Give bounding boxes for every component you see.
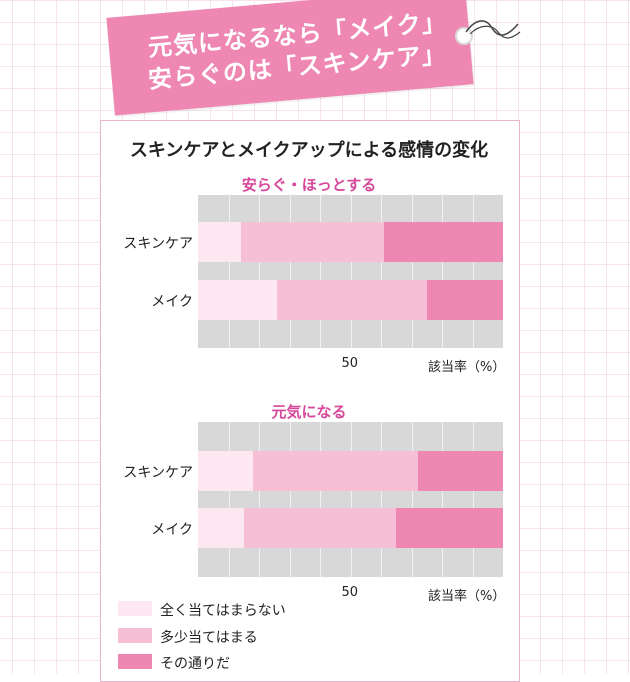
grid-line: [289, 195, 291, 348]
x-tick-label: 50: [341, 585, 359, 600]
legend-label-exactly: その通りだ: [160, 656, 230, 672]
tag-hole-icon: [455, 27, 473, 45]
legend-label-not-at-all: 全く当てはまらない: [160, 603, 286, 619]
grid-line: [259, 195, 260, 348]
bar-segment: [198, 280, 278, 320]
bar-segment: [198, 451, 253, 491]
bar-segment: [198, 222, 241, 262]
bar-segment: [252, 451, 418, 491]
grid-line: [411, 195, 413, 348]
bar-segment: [417, 451, 503, 491]
grid-line: [442, 195, 443, 348]
chart-title: スキンケアとメイクアップによる感情の変化: [129, 140, 489, 161]
category-label: スキンケア: [123, 465, 193, 481]
x-axis-label: 該当率（%）: [428, 360, 506, 375]
bar-segment: [277, 280, 427, 320]
grid-line: [472, 195, 474, 348]
category-label: メイク: [151, 294, 193, 310]
section-title: 元気になる: [271, 403, 347, 421]
grid-line: [442, 422, 443, 577]
tag-string-icon: [465, 20, 521, 39]
grid-line: [472, 422, 474, 577]
legend-swatch-somewhat: [118, 628, 152, 643]
grid-line: [228, 422, 230, 577]
bar-segment: [396, 508, 503, 548]
section-title: 安らぐ・ほっとする: [241, 176, 377, 194]
bar-segment: [384, 222, 503, 262]
legend-label-somewhat: 多少当てはまる: [160, 630, 258, 646]
grid-line: [381, 195, 382, 348]
grid-line: [228, 195, 230, 348]
grid-line: [350, 422, 352, 577]
legend-swatch-not-at-all: [118, 601, 152, 616]
bar-segment: [198, 508, 244, 548]
grid-line: [320, 195, 321, 348]
bar-segment: [243, 508, 397, 548]
grid-line: [381, 422, 382, 577]
grid-line: [320, 422, 321, 577]
category-label: スキンケア: [123, 236, 193, 252]
grid-line: [411, 422, 413, 577]
legend-swatch-exactly: [118, 654, 152, 669]
grid-line: [350, 195, 352, 348]
x-tick-label: 50: [341, 356, 359, 371]
bar-segment: [240, 222, 385, 262]
bar-segment: [426, 280, 503, 320]
grid-line: [259, 422, 260, 577]
grid-line: [289, 422, 291, 577]
category-label: メイク: [151, 522, 193, 538]
x-axis-label: 該当率（%）: [428, 589, 506, 604]
